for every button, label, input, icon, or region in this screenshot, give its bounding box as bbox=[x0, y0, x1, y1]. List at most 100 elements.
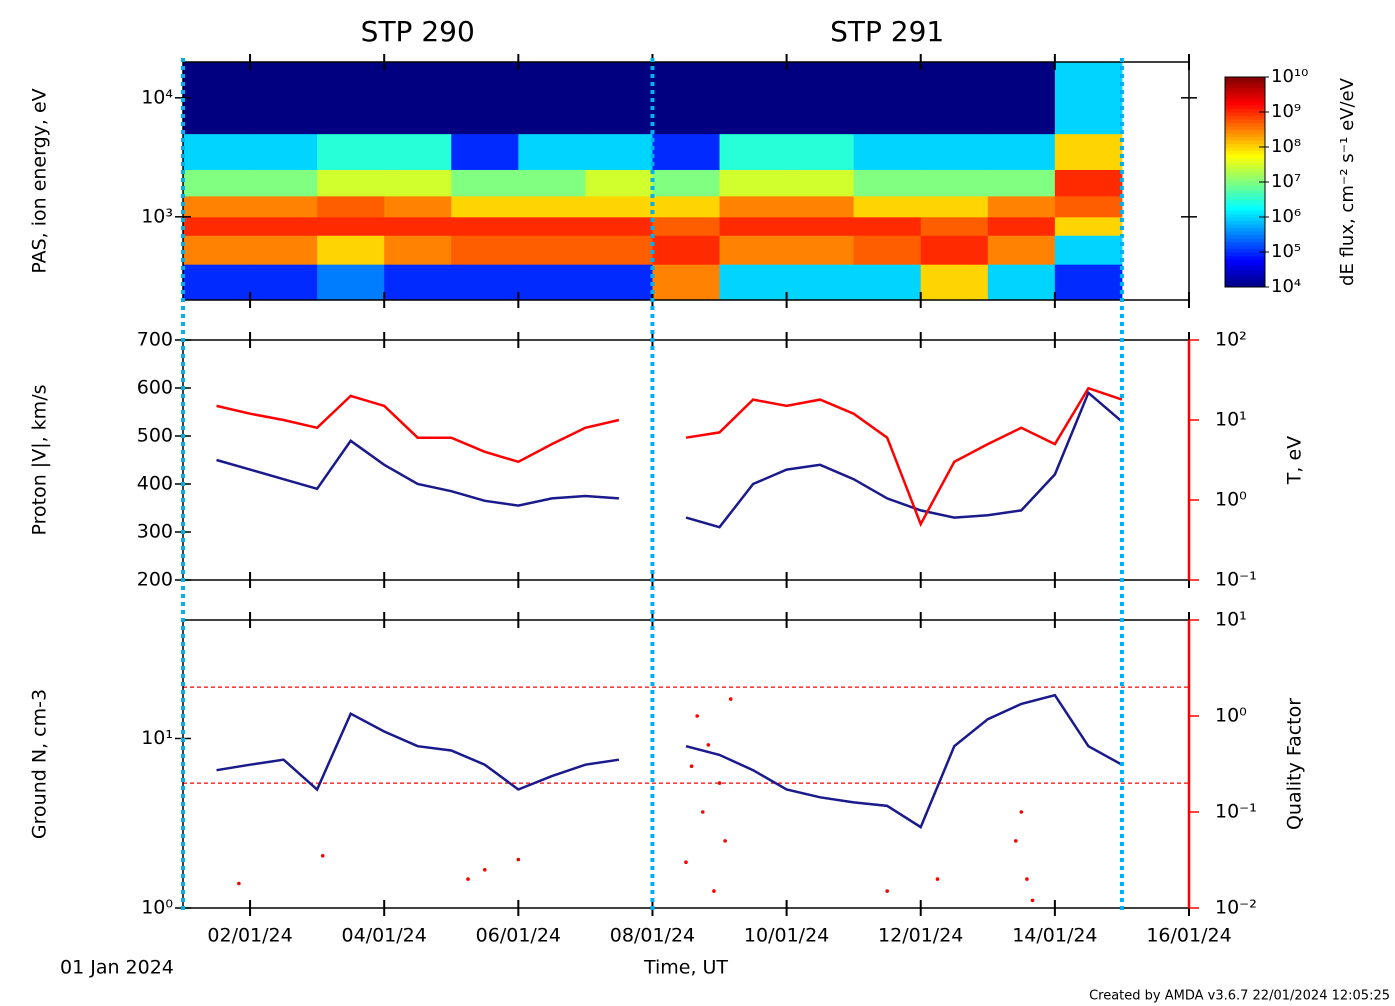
y2-tick-label: 10² bbox=[1215, 329, 1247, 351]
colorbar-step bbox=[1225, 241, 1265, 246]
x-tick-label: 06/01/24 bbox=[476, 925, 561, 947]
colorbar-step bbox=[1225, 140, 1265, 144]
heatmap-cell bbox=[920, 169, 989, 197]
heatmap-cell bbox=[451, 216, 519, 236]
heatmap-cell bbox=[585, 169, 653, 197]
colorbar-step bbox=[1225, 143, 1265, 148]
heatmap-cell bbox=[384, 235, 452, 265]
x-tick-label: 02/01/24 bbox=[207, 925, 292, 947]
colorbar-tick-label: 10⁵ bbox=[1271, 241, 1301, 262]
colorbar-step bbox=[1225, 206, 1265, 211]
heatmap-cell bbox=[987, 235, 1056, 265]
colorbar-step bbox=[1225, 248, 1265, 253]
colorbar-step bbox=[1225, 80, 1265, 85]
x-tick-label: 08/01/24 bbox=[610, 925, 695, 947]
heatmap-cell bbox=[518, 169, 586, 197]
heatmap-cell bbox=[518, 264, 586, 301]
heatmap-cell bbox=[786, 216, 855, 236]
heatmap-cell bbox=[518, 133, 586, 170]
colorbar-step bbox=[1225, 266, 1265, 270]
heatmap-cell bbox=[853, 216, 922, 236]
heatmap-cell bbox=[786, 195, 855, 218]
colorbar-step bbox=[1225, 259, 1265, 263]
x-tick-label: 04/01/24 bbox=[342, 925, 427, 947]
heatmap-cell bbox=[384, 169, 452, 197]
heatmap-cell bbox=[384, 216, 452, 236]
colorbar-tick-label: 10⁶ bbox=[1271, 206, 1301, 227]
heatmap-cell bbox=[652, 216, 721, 236]
y-tick-label: 10⁴ bbox=[141, 86, 173, 108]
x-tick-label: 10/01/24 bbox=[744, 925, 829, 947]
heatmap-cell bbox=[987, 133, 1056, 170]
heatmap-cell bbox=[920, 62, 989, 135]
colorbar-step bbox=[1225, 122, 1265, 127]
scatter-point bbox=[689, 764, 694, 768]
y2-tick-label: 10⁰ bbox=[1215, 489, 1247, 511]
colorbar-step bbox=[1225, 245, 1265, 249]
heatmap-cell bbox=[585, 235, 653, 265]
colorbar-step bbox=[1225, 91, 1265, 95]
colorbar-step bbox=[1225, 175, 1265, 179]
heatmap-cell bbox=[853, 235, 922, 265]
colorbar-tick-label: 10¹⁰ bbox=[1271, 66, 1308, 87]
colorbar-step bbox=[1225, 171, 1265, 176]
heatmap-cell bbox=[719, 169, 788, 197]
y-tick-label: 10³ bbox=[141, 205, 173, 227]
heatmap-cell bbox=[183, 62, 251, 135]
heatmap-cell bbox=[317, 169, 385, 197]
x-axis-label: Time, UT bbox=[643, 957, 728, 979]
heatmap-cell bbox=[987, 264, 1056, 301]
heatmap-cell bbox=[987, 195, 1056, 218]
heatmap-cell bbox=[652, 235, 721, 265]
y2-axis-label: T, eV bbox=[1284, 436, 1306, 485]
colorbar-step bbox=[1225, 129, 1265, 134]
colorbar-step bbox=[1225, 119, 1265, 123]
heatmap-cell bbox=[585, 216, 653, 236]
heatmap-cell bbox=[518, 216, 586, 236]
scatter-point bbox=[935, 877, 940, 881]
heatmap-cell bbox=[786, 264, 855, 301]
heatmap-cell bbox=[987, 169, 1056, 197]
series-line bbox=[216, 386, 1123, 528]
heatmap-cell bbox=[719, 62, 788, 135]
scatter-point bbox=[728, 697, 733, 701]
period-label: STP 291 bbox=[830, 15, 944, 48]
heatmap-cell bbox=[1054, 62, 1123, 135]
colorbar-step bbox=[1225, 87, 1265, 92]
heatmap-cell bbox=[518, 62, 586, 135]
colorbar-step bbox=[1225, 115, 1265, 120]
colorbar-step bbox=[1225, 227, 1265, 232]
y-tick-label: 10⁰ bbox=[141, 897, 173, 919]
heatmap-cell bbox=[317, 235, 385, 265]
heatmap-cell bbox=[920, 235, 989, 265]
colorbar-step bbox=[1225, 199, 1265, 204]
y-axis-label: Ground N, cm-3 bbox=[29, 689, 51, 839]
heatmap-cell bbox=[451, 133, 519, 170]
y2-tick-label: 10¹ bbox=[1215, 409, 1247, 431]
plot-frame bbox=[182, 619, 1190, 909]
heatmap-cell bbox=[652, 62, 721, 135]
colorbar-step bbox=[1225, 234, 1265, 239]
heatmap-cell bbox=[786, 235, 855, 265]
heatmap-cell bbox=[317, 133, 385, 170]
heatmap-cell bbox=[719, 133, 788, 170]
colorbar-step bbox=[1225, 161, 1265, 165]
colorbar-step bbox=[1225, 220, 1265, 225]
heatmap-cell bbox=[719, 264, 788, 301]
colorbar-step bbox=[1225, 136, 1265, 141]
colorbar-step bbox=[1225, 178, 1265, 183]
colorbar-tick-label: 10⁹ bbox=[1271, 101, 1301, 122]
colorbar-tick-label: 10⁴ bbox=[1271, 276, 1301, 297]
credit: Created by AMDA v3.6.7 22/01/2024 12:05:… bbox=[1089, 989, 1390, 1004]
heatmap-cell bbox=[920, 216, 989, 236]
heatmap-cell bbox=[853, 62, 922, 135]
colorbar-step bbox=[1225, 224, 1265, 228]
heatmap-cell bbox=[1054, 235, 1123, 265]
heatmap-cell bbox=[518, 195, 586, 218]
colorbar-step bbox=[1225, 269, 1265, 274]
y-tick-label: 10¹ bbox=[141, 727, 173, 749]
colorbar-step bbox=[1225, 213, 1265, 218]
x-tick-label: 14/01/24 bbox=[1012, 925, 1097, 947]
scatter-point bbox=[1030, 898, 1035, 903]
heatmap-cell bbox=[451, 62, 519, 135]
